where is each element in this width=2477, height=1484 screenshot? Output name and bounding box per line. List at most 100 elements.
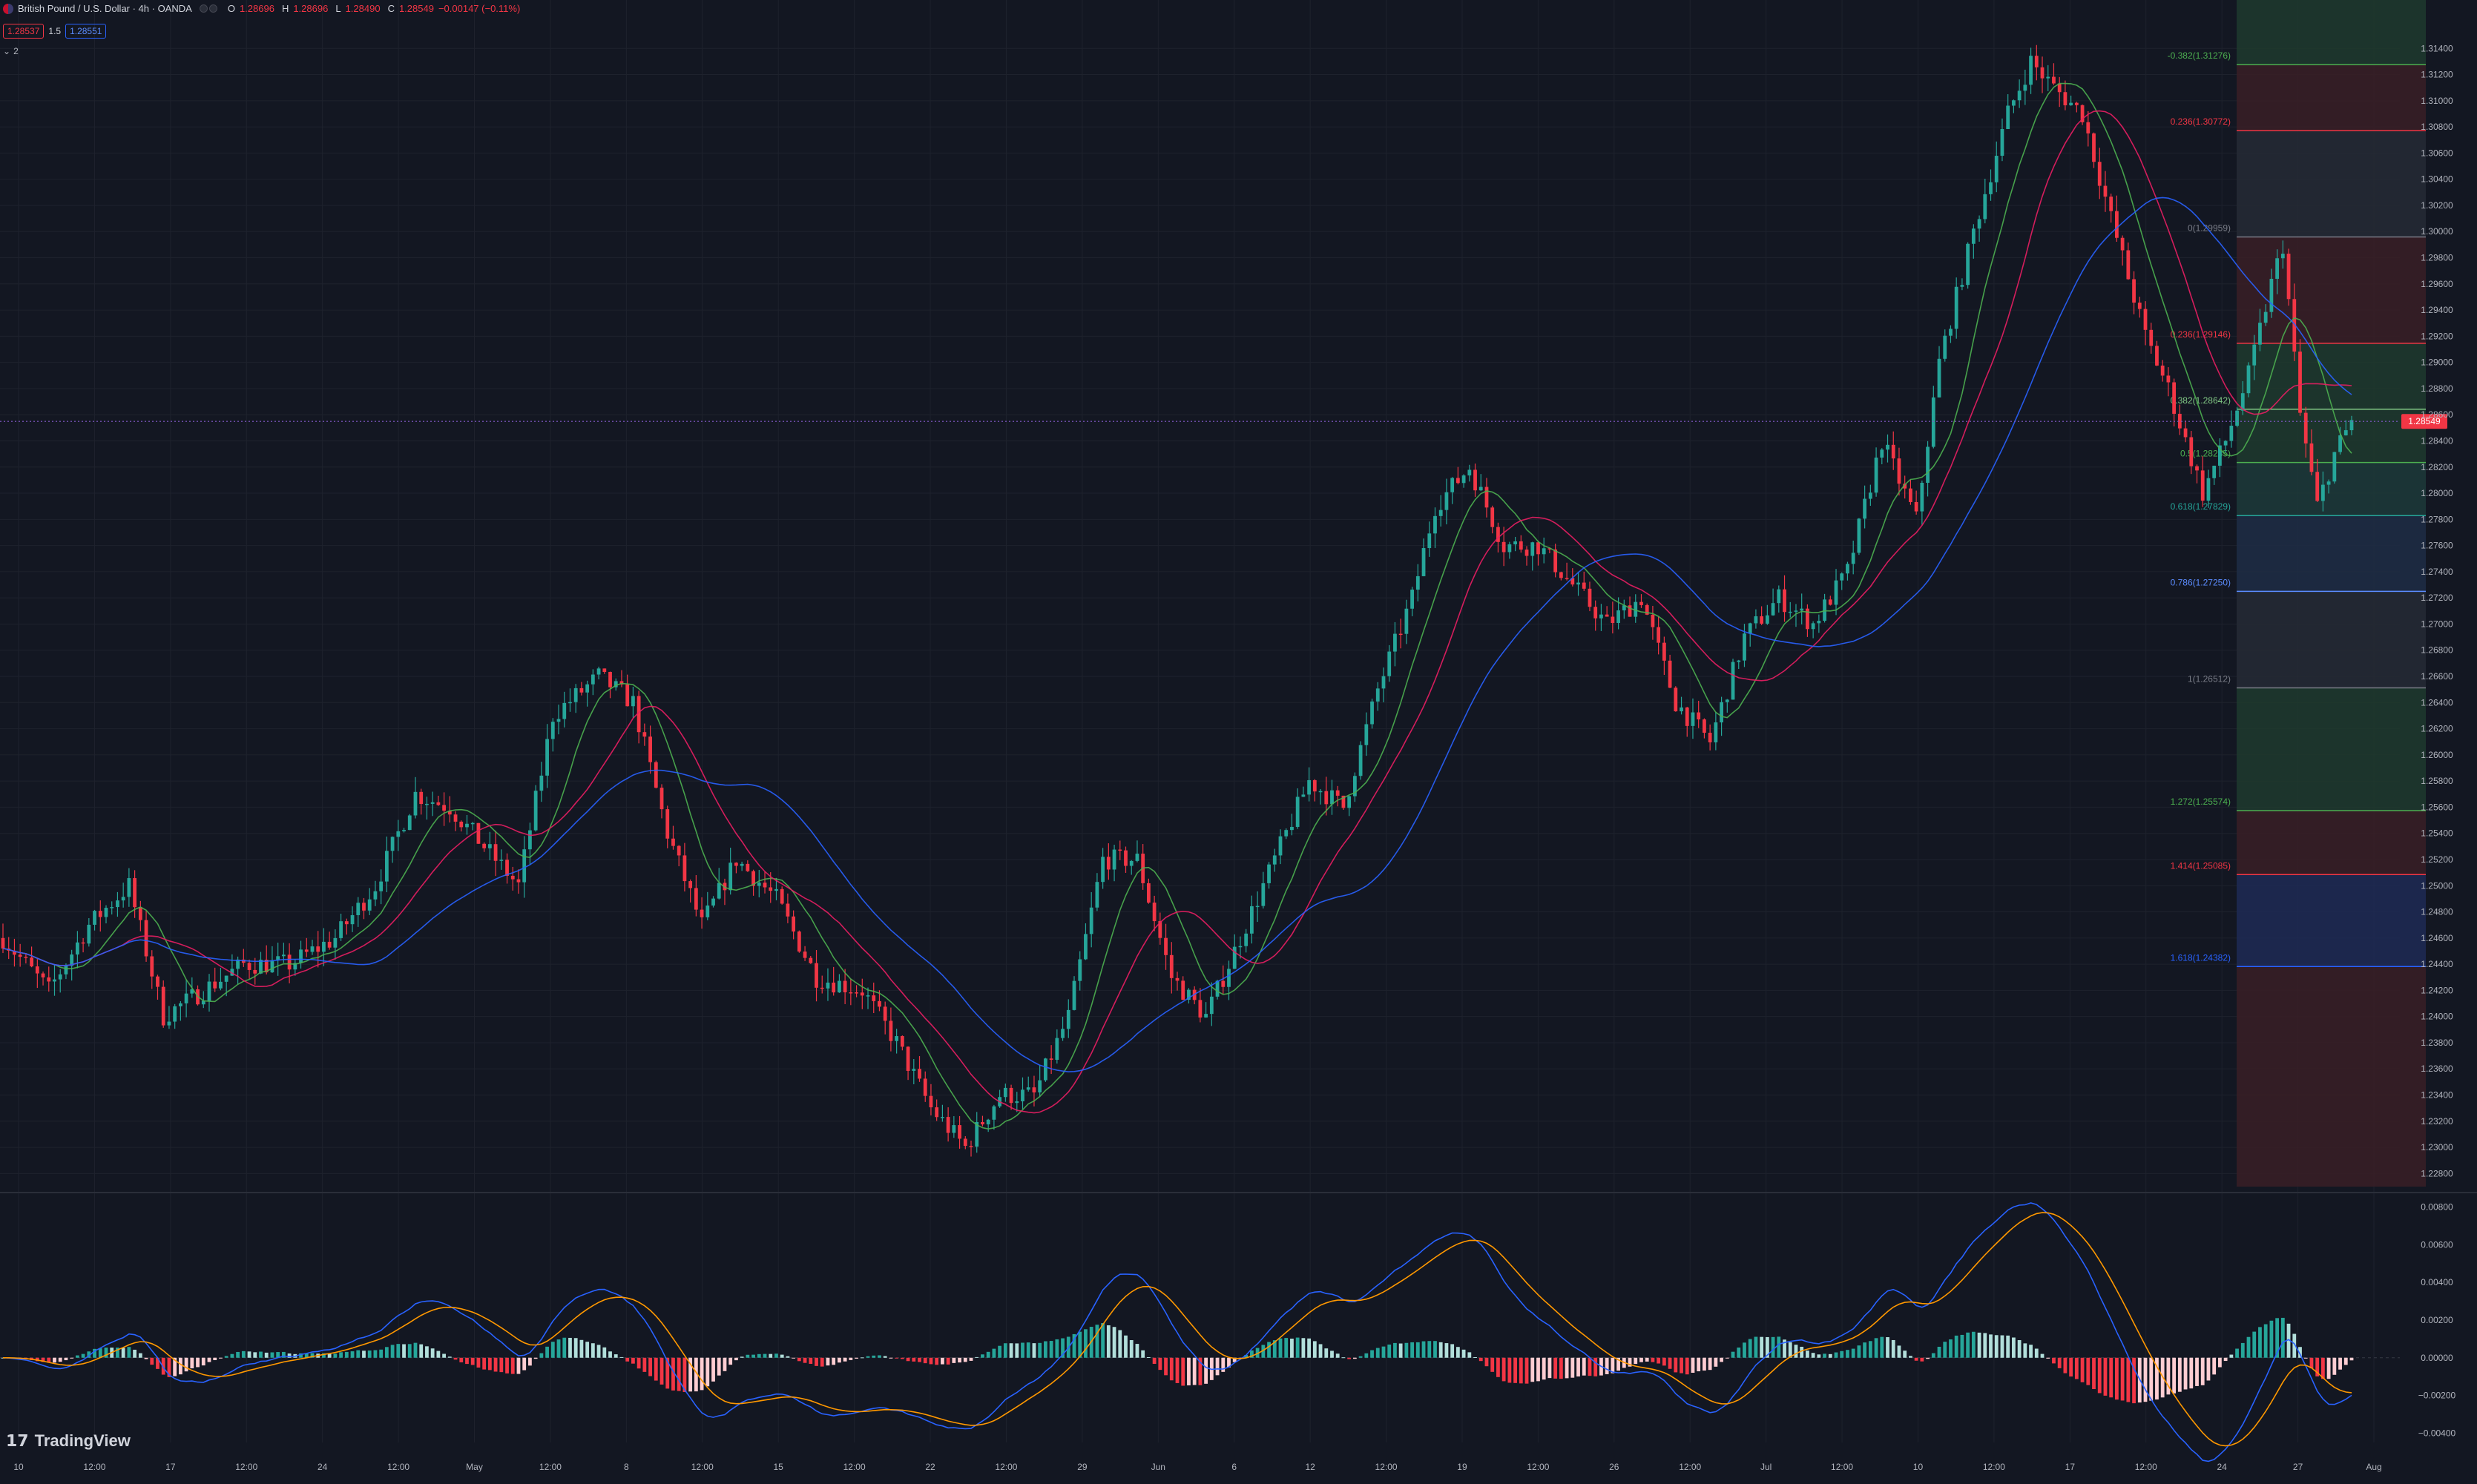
macd-histogram-bar <box>1513 1357 1517 1383</box>
candle <box>1513 536 1517 552</box>
macd-histogram-bar <box>1720 1357 1723 1362</box>
candle <box>832 966 836 996</box>
candle-body <box>2275 258 2280 279</box>
candle-body <box>41 973 45 977</box>
candle-body <box>1880 449 1884 458</box>
candle <box>516 869 521 894</box>
macd-histogram-bar <box>1496 1357 1500 1377</box>
macd-histogram-bar <box>625 1357 630 1362</box>
price-axis-tick-label: 1.28200 <box>2421 462 2453 472</box>
candle <box>2229 410 2234 448</box>
candle <box>2029 47 2033 94</box>
macd-histogram-bar <box>470 1357 475 1365</box>
candle <box>2143 301 2148 346</box>
candle-body <box>1238 946 1243 948</box>
candle <box>843 969 847 1004</box>
candle-body <box>1181 980 1185 1000</box>
candle-body <box>1582 582 1586 589</box>
candle <box>522 836 527 898</box>
candle-body <box>1444 492 1449 510</box>
macd-histogram-bar <box>1461 1349 1466 1358</box>
time-axis-tick-label: 12:00 <box>387 1462 409 1472</box>
macd-histogram-bar <box>1347 1357 1352 1359</box>
macd-histogram-bar <box>700 1357 704 1391</box>
candle-body <box>1725 699 1729 702</box>
macd-histogram-bar <box>1175 1357 1180 1383</box>
low-label: L <box>335 3 341 14</box>
macd-histogram-bar <box>1828 1353 1832 1358</box>
macd-histogram-bar <box>482 1357 487 1370</box>
candle-body <box>173 1006 177 1022</box>
time-axis-tick-label: May <box>466 1462 483 1472</box>
macd-histogram-bar <box>2052 1357 2056 1364</box>
macd-histogram-bar <box>1588 1357 1592 1376</box>
macd-histogram-bar <box>1101 1322 1105 1358</box>
candle-body <box>757 883 761 886</box>
buy-button[interactable]: 1.28551 <box>65 24 107 39</box>
price-axis-tick-label: 1.25000 <box>2421 880 2453 891</box>
time-axis-tick-label: 12:00 <box>83 1462 105 1472</box>
candle <box>1209 982 1214 1026</box>
candle-body <box>2040 67 2045 79</box>
macd-histogram-bar <box>958 1357 961 1363</box>
candle <box>2189 431 2194 475</box>
fib-level-label: 0.5(1.28235) <box>2180 449 2231 459</box>
candle-body <box>1044 1058 1047 1081</box>
candle-body <box>1828 599 1832 605</box>
macd-histogram-bar <box>671 1357 675 1391</box>
tradingview-logo[interactable]: 𝟭𝟳 TradingView <box>6 1431 131 1451</box>
candle-body <box>1697 712 1701 720</box>
candle-body <box>156 976 159 987</box>
candle <box>1634 594 1638 623</box>
trade-buttons: 1.28537 1.5 1.28551 <box>3 24 107 39</box>
candle <box>1318 788 1323 805</box>
candle <box>740 861 744 871</box>
macd-histogram-bar <box>711 1357 715 1382</box>
candle <box>1290 814 1294 836</box>
candle-body <box>1021 1089 1024 1101</box>
macd-histogram-bar <box>1783 1339 1786 1358</box>
fib-zone <box>2237 131 2426 237</box>
macd-histogram-bar <box>2286 1323 2291 1358</box>
candle <box>883 1001 887 1035</box>
macd-histogram-bar <box>1072 1333 1076 1358</box>
candle-body <box>58 974 62 980</box>
candle-body <box>1 937 5 949</box>
candle-body <box>1398 633 1403 636</box>
candle <box>1284 828 1289 840</box>
candle-body <box>528 830 532 850</box>
macd-histogram-bar <box>2246 1336 2251 1358</box>
macd-histogram-bar <box>493 1357 498 1372</box>
candle-body <box>81 942 85 944</box>
candle-body <box>568 702 572 704</box>
macd-histogram-bar <box>201 1357 205 1366</box>
current-price-tag-label: 1.28549 <box>2408 416 2441 426</box>
candle <box>659 784 664 819</box>
macd-histogram-bar <box>1410 1342 1414 1358</box>
candle-body <box>1743 633 1746 661</box>
macd-histogram-bar <box>1141 1350 1145 1358</box>
high-value: 1.28696 <box>293 3 329 14</box>
candle-body <box>648 736 652 762</box>
candle <box>2223 440 2228 453</box>
candle <box>631 686 635 719</box>
macd-histogram-bar <box>1255 1348 1260 1358</box>
indicators-toggle[interactable]: ⌄ 2 <box>3 46 19 56</box>
candle-body <box>1817 620 1821 624</box>
fib-level-label: 0.236(1.29146) <box>2171 329 2231 340</box>
candle <box>1478 474 1483 492</box>
candle <box>447 796 452 823</box>
candle-body <box>87 924 91 944</box>
candle-body <box>2280 254 2285 259</box>
macd-histogram-bar <box>41 1357 45 1362</box>
candle <box>1278 829 1283 865</box>
candle <box>1455 466 1460 485</box>
candle <box>1800 593 1804 624</box>
symbol-title[interactable]: British Pound / U.S. Dollar · 4h · OANDA <box>18 3 192 14</box>
sell-button[interactable]: 1.28537 <box>3 24 45 39</box>
candle-body <box>585 684 590 693</box>
candle <box>253 957 257 985</box>
price-axis-tick-label: 1.24000 <box>2421 1012 2453 1022</box>
macd-histogram-bar <box>1444 1343 1449 1358</box>
